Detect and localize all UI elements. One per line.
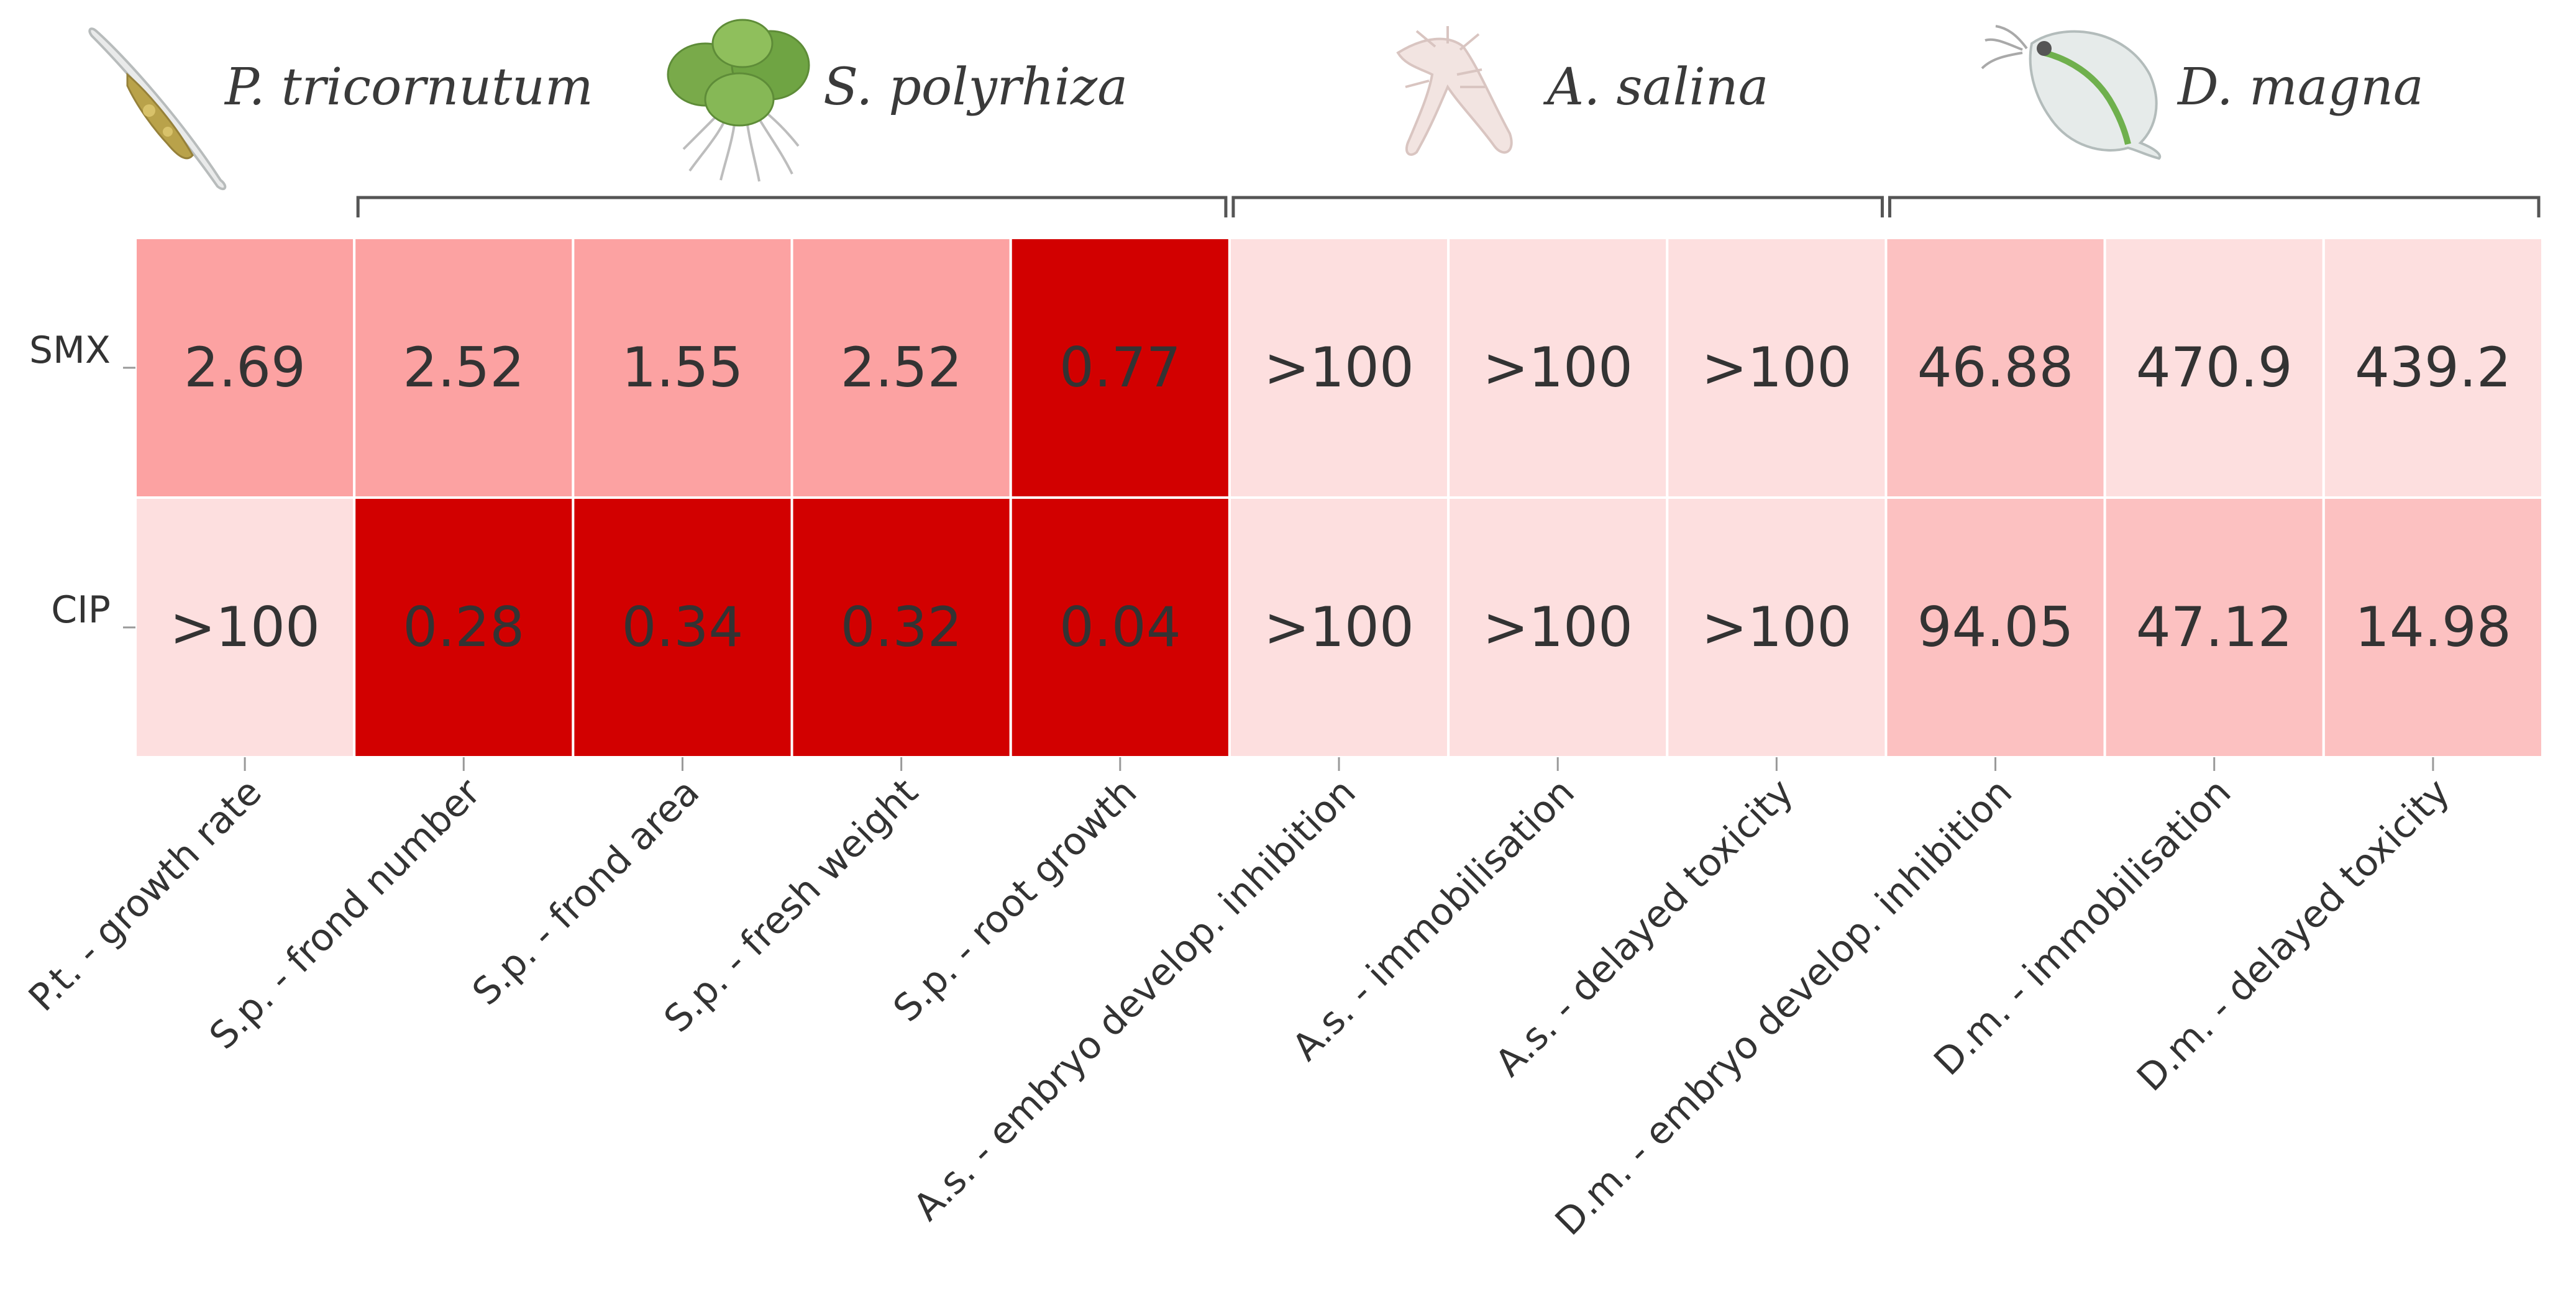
cell-value: 94.05 xyxy=(1917,595,2074,659)
heatmap-cell xyxy=(1228,237,1450,499)
heatmap-cell xyxy=(134,496,356,758)
heatmap-cell xyxy=(790,237,1012,499)
group-brackets xyxy=(356,196,2541,217)
heatmap-cell xyxy=(1228,496,1450,758)
cell-value: >100 xyxy=(1264,595,1414,659)
cell-value: 0.28 xyxy=(403,595,524,659)
heatmap-cell xyxy=(2103,496,2325,758)
cell-value: 2.52 xyxy=(403,335,524,399)
species-label: D. magna xyxy=(2176,58,2424,117)
heatmap-cell xyxy=(1666,237,1888,499)
heatmap-cell xyxy=(2103,237,2325,499)
cell-value: 46.88 xyxy=(1917,335,2074,399)
species-label: P. tricornutum xyxy=(224,58,593,117)
heatmap-cell xyxy=(572,496,793,758)
cell-value: >100 xyxy=(1264,335,1414,399)
heatmap-cell xyxy=(1447,496,1669,758)
cell-value: 0.77 xyxy=(1059,335,1181,399)
row-label: CIP xyxy=(51,588,111,632)
cell-value: >100 xyxy=(1482,595,1633,659)
column-label: D.m. - embryo develop. inhibition xyxy=(1547,770,2021,1244)
cell-value: 14.98 xyxy=(2355,595,2511,659)
cell-value: 439.2 xyxy=(2355,335,2511,399)
row-label: SMX xyxy=(29,329,111,372)
heatmap-cells xyxy=(134,237,2544,758)
group-bracket xyxy=(1888,196,2541,217)
heatmap-cell xyxy=(1009,237,1231,499)
cell-value: >100 xyxy=(1482,335,1633,399)
row-axis: SMX CIP xyxy=(29,329,135,632)
cell-value: >100 xyxy=(170,595,320,659)
cell-value: 470.9 xyxy=(2136,335,2293,399)
group-bracket xyxy=(356,196,1228,217)
heatmap-cell-values: 2.69 2.52 1.55 2.52 0.77 >100 >100 >100 46.88 470… xyxy=(170,335,2511,659)
brine-shrimp-icon xyxy=(1396,26,1513,156)
cell-value: >100 xyxy=(1702,335,1852,399)
cell-value: 0.04 xyxy=(1059,595,1181,659)
diatom-icon xyxy=(88,27,227,191)
species-label: S. polyrhiza xyxy=(823,58,1128,117)
column-label: A.s. - embryo develop. inhibition xyxy=(905,770,1364,1229)
heatmap-cell xyxy=(2322,237,2544,499)
cell-value: 1.55 xyxy=(621,335,743,399)
daphnia-icon xyxy=(1981,25,2162,160)
column-label: S.p. - frond area xyxy=(464,770,708,1014)
heatmap-cell xyxy=(353,496,575,758)
cell-value: 47.12 xyxy=(2136,595,2293,659)
column-label: S.p. - root growth xyxy=(885,770,1146,1031)
group-bracket xyxy=(1231,196,1884,217)
duckweed-icon xyxy=(667,19,810,182)
species-label: A. salina xyxy=(1543,58,1768,117)
cell-value: 2.69 xyxy=(184,335,306,399)
cell-value: 0.32 xyxy=(841,595,962,659)
species-header: P. tricornutum S. polyrhiza xyxy=(88,19,2424,191)
heatmap-cell xyxy=(1447,237,1669,499)
cell-value: 2.52 xyxy=(841,335,962,399)
column-label: P.t. - growth rate xyxy=(21,770,270,1020)
heatmap-cell xyxy=(2322,496,2544,758)
cell-value: 0.34 xyxy=(621,595,743,659)
cell-value: >100 xyxy=(1702,595,1852,659)
